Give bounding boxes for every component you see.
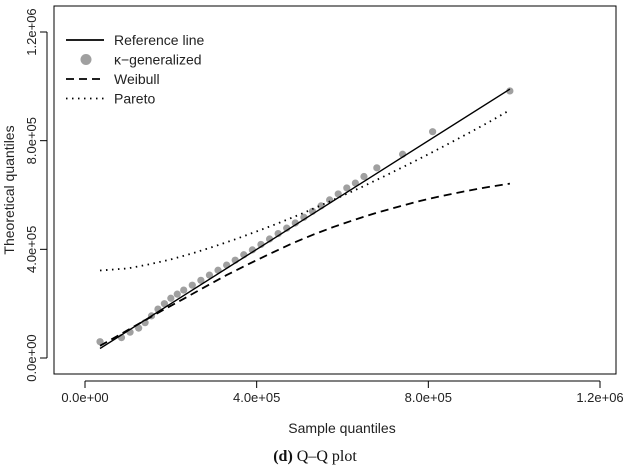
dashed-series-line bbox=[99, 182, 511, 347]
kappa-generalized-point bbox=[343, 184, 351, 192]
legend-label: Pareto bbox=[114, 91, 155, 107]
kappa-generalized-point bbox=[188, 281, 196, 289]
dotted-series-line bbox=[99, 109, 511, 272]
plot-frame bbox=[53, 5, 617, 375]
y-axis-label: Theoretical quantiles bbox=[1, 125, 17, 254]
legend-label: κ−generalized bbox=[114, 52, 202, 68]
kappa-generalized-point bbox=[351, 179, 359, 187]
caption-label: (d) bbox=[273, 448, 293, 465]
kappa-generalized-point bbox=[506, 87, 514, 95]
kappa-generalized-point bbox=[334, 190, 342, 198]
kappa-generalized-point bbox=[360, 172, 368, 181]
legend: Reference line κ−generalized Weibull Pareto bbox=[66, 32, 204, 107]
kappa-generalized-point bbox=[291, 219, 299, 227]
x-tick-label: 4.0e+05 bbox=[233, 390, 280, 405]
solid-series-line bbox=[99, 88, 511, 350]
kappa-generalized-point bbox=[173, 290, 181, 298]
y-tick-label: 0.0e+00 bbox=[24, 334, 39, 381]
kappa-generalized-point bbox=[180, 286, 188, 294]
kappa-generalized-point bbox=[373, 164, 381, 172]
caption-text: Q–Q plot bbox=[296, 448, 357, 465]
legend-key-points bbox=[80, 54, 92, 65]
legend-label: Weibull bbox=[114, 71, 160, 87]
kappa-generalized-point bbox=[167, 294, 175, 302]
x-tick-label: 8.0e+05 bbox=[405, 390, 452, 405]
y-tick-label: 1.2e+06 bbox=[24, 8, 39, 55]
kappa-generalized-point bbox=[197, 276, 205, 284]
data-marks bbox=[96, 87, 514, 350]
x-axis-label: Sample quantiles bbox=[288, 420, 395, 436]
legend-label: Reference line bbox=[114, 32, 204, 48]
kappa-generalized-point bbox=[205, 271, 214, 279]
kappa-generalized-point bbox=[429, 128, 437, 136]
y-tick-label: 8.0e+05 bbox=[24, 117, 39, 164]
kappa-generalized-point bbox=[135, 324, 143, 332]
x-tick-label: 1.2e+06 bbox=[576, 390, 623, 405]
figure-caption: (d) Q–Q plot bbox=[0, 448, 630, 466]
axes: 0.0e+00 4.0e+05 8.0e+05 1.2e+06 0.0e+00 4.0e+… bbox=[24, 8, 624, 405]
y-tick-label: 4.0e+05 bbox=[24, 226, 39, 273]
x-tick-label: 0.0e+00 bbox=[61, 390, 108, 405]
kappa-generalized-point bbox=[96, 338, 104, 346]
kappa-generalized-point bbox=[160, 300, 168, 308]
